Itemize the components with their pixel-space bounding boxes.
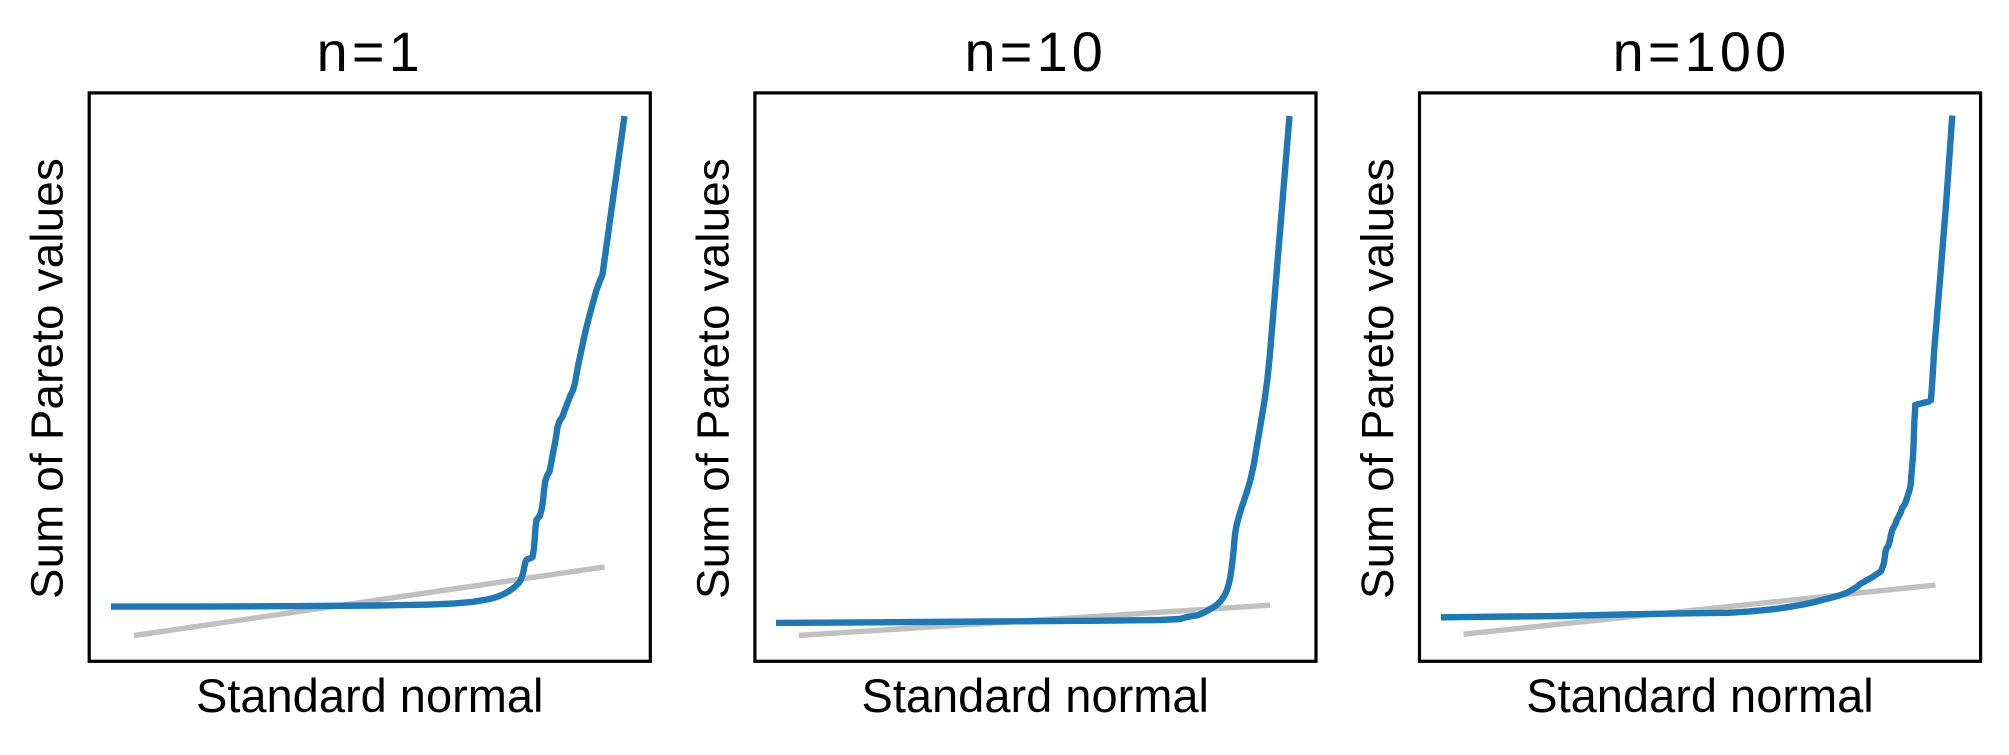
- svg-text:n=10: n=10: [965, 20, 1107, 83]
- svg-text:Standard normal: Standard normal: [196, 669, 543, 722]
- svg-text:Sum of Pareto values: Sum of Pareto values: [688, 158, 739, 599]
- svg-text:n=100: n=100: [1613, 20, 1791, 83]
- svg-text:Standard normal: Standard normal: [1526, 669, 1873, 722]
- svg-text:Sum of Pareto values: Sum of Pareto values: [22, 158, 73, 599]
- svg-text:Sum of Pareto values: Sum of Pareto values: [1352, 158, 1403, 599]
- svg-text:Standard normal: Standard normal: [862, 669, 1209, 722]
- svg-text:n=1: n=1: [317, 20, 424, 83]
